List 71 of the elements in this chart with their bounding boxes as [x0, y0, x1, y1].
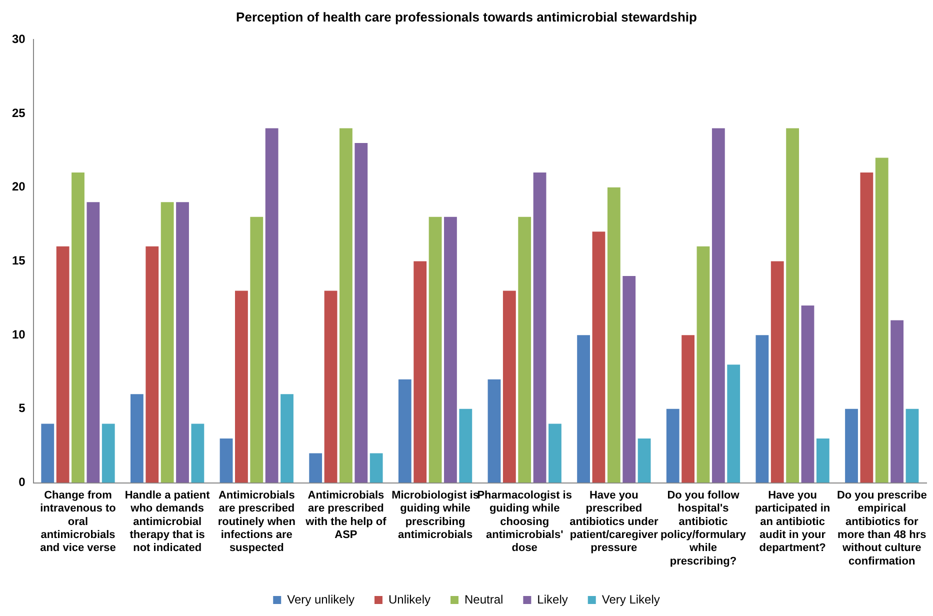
bar [712, 128, 725, 483]
bar [41, 424, 54, 483]
bar [444, 216, 457, 483]
bar [102, 424, 115, 483]
x-tick-label: Change from intravenous to oral antimicrobials and vice verse [40, 489, 116, 554]
legend-label: Very unlikely [287, 592, 354, 606]
y-tick-label: 5 [18, 401, 26, 416]
x-tick-label: Do you prescribe empirical antibiotics for more than 48 hrs without culture confirmation [836, 489, 927, 568]
bar [220, 438, 233, 483]
bar [801, 306, 814, 483]
bar [890, 320, 904, 483]
y-tick-label: 0 [18, 475, 26, 490]
bar [398, 379, 412, 483]
bar [324, 290, 338, 483]
y-tick-label: 20 [12, 180, 26, 194]
bar [370, 453, 383, 483]
bar [906, 408, 919, 483]
x-tick-label: Antimicrobials are prescribed with the help of ASP [304, 489, 387, 542]
bar [488, 379, 501, 483]
bar [727, 364, 740, 483]
bar [340, 128, 352, 483]
bar [502, 290, 516, 483]
legend-label: Unlikely [388, 592, 430, 606]
bar [518, 216, 532, 483]
bar [309, 453, 322, 483]
x-tick-label: Do you follow hospital's antibiotic policy/formulary while prescribing? [660, 489, 747, 568]
bar [428, 216, 442, 483]
bar [756, 335, 769, 483]
bar [860, 172, 874, 483]
bar [816, 438, 830, 483]
bar [72, 172, 84, 483]
bar [577, 335, 590, 483]
bar [845, 408, 858, 483]
bar [354, 143, 368, 483]
bar [696, 246, 710, 483]
chart-title: Perception of health care professionals towards antimicrobial stewardship [236, 9, 698, 24]
bar [176, 202, 189, 483]
bar [265, 128, 278, 483]
y-tick-label: 30 [12, 32, 26, 46]
x-tick-label: Microbiologist is guiding while prescribing antimicrobials [392, 489, 479, 542]
x-tick-label: Antimicrobials are prescribed routinely when infections are suspected [218, 489, 296, 554]
bar [86, 202, 100, 483]
x-tick-label: Have you participated in an antibiotic audit in your department? [754, 489, 830, 554]
bar [638, 438, 651, 483]
x-tick-label: Handle a patient who demands antimicrobial therapy that is not indicated [124, 489, 210, 554]
bar [414, 261, 427, 483]
legend-label: Very Likely [602, 592, 660, 606]
bar [548, 424, 562, 483]
bar [533, 172, 546, 483]
bar [682, 335, 695, 483]
bar [146, 246, 159, 483]
bar [592, 232, 606, 483]
y-tick-label: 10 [12, 327, 26, 342]
bar [160, 202, 174, 483]
bar [235, 290, 248, 483]
legend-label: Neutral [464, 592, 504, 606]
bar [280, 394, 294, 483]
bar [666, 408, 680, 483]
bar [770, 261, 784, 483]
bar [875, 158, 888, 483]
y-tick-label: 25 [12, 106, 26, 120]
bar [786, 128, 800, 483]
bar [622, 276, 636, 483]
y-tick-label: 15 [12, 254, 26, 268]
bar [56, 246, 70, 483]
bar [191, 424, 204, 483]
bar [130, 394, 144, 483]
bar [250, 216, 264, 483]
legend-label: Likely [537, 592, 568, 606]
bar [607, 187, 620, 483]
bar [459, 408, 472, 483]
